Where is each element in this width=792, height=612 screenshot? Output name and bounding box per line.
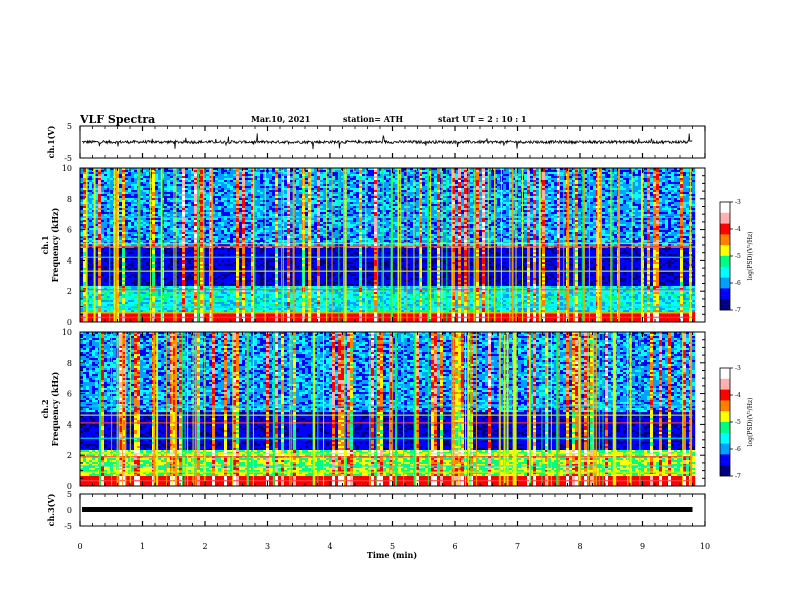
colorbar-tick-label: -6 (735, 280, 741, 287)
time-tick-label: 5 (390, 542, 395, 551)
colorbar-tick-label: -3 (735, 199, 741, 206)
ch1-waveform-ylabel: ch.1(V) (46, 125, 56, 158)
ch1-ytick-top: 5 (67, 122, 72, 131)
frequency-tick-label: 10 (62, 164, 72, 173)
ch3-waveform-ticks (79, 494, 706, 526)
ch1-spectrogram-image (80, 168, 696, 322)
ch1-colorbar: -3 -4 -5 -6 -7 log(PSD)(V²/Hz) (719, 199, 754, 314)
ch2-spectrogram-ylabel-channel: ch.2 (40, 399, 50, 418)
ch1-waveform-line (82, 133, 693, 150)
frequency-tick-label: 2 (67, 287, 72, 296)
ch1-ytick-bottom: -5 (64, 154, 72, 163)
ch2-spectrogram-image (80, 332, 696, 486)
time-tick-label: 7 (515, 542, 520, 551)
ch3-ytick-top: 5 (67, 490, 72, 499)
ch1-spectrogram-panel: 0 2 4 6 8 10 ch.1 Frequency (kHz) (40, 164, 706, 327)
time-tick-label: 1 (140, 542, 145, 551)
frequency-tick-label: 6 (67, 226, 72, 235)
time-tick-label: 0 (77, 542, 82, 551)
ch2-spectrogram-panel: 0 2 4 6 8 10 ch.2 Frequency (kHz) (40, 328, 706, 491)
colorbar-tick-label: -4 (735, 226, 741, 233)
ch2-colorbar: -3 -4 -5 -6 -7 log(PSD)(V²/Hz) (719, 365, 754, 480)
time-tick-label: 6 (452, 542, 457, 551)
time-tick-label: 2 (202, 542, 207, 551)
time-tick-label: 4 (327, 542, 332, 551)
ch3-ytick-mid: 0 (67, 506, 72, 515)
colorbar-tick-label: -5 (735, 253, 741, 260)
frequency-tick-label: 8 (67, 359, 72, 368)
time-axis: 0 1 2 3 4 5 6 7 8 9 10 (77, 542, 710, 551)
ch2-spectrogram-ylabel-frequency: Frequency (kHz) (50, 371, 60, 446)
figure-title: VLF Spectra (79, 113, 155, 126)
colorbar-tick-label: -5 (735, 419, 741, 426)
ch1-waveform-ticks (79, 126, 706, 158)
ch1-spectrogram-ylabel-channel: ch.1 (40, 235, 50, 254)
frequency-tick-label: 8 (67, 195, 72, 204)
ch2-spectrogram-yticks: 0 2 4 6 8 10 (62, 328, 705, 491)
frequency-tick-label: 2 (67, 451, 72, 460)
frequency-tick-label: 0 (67, 482, 72, 491)
ch1-spectrogram-ylabel-frequency: Frequency (kHz) (50, 207, 60, 282)
frequency-tick-label: 6 (67, 390, 72, 399)
colorbar-tick-label: -3 (735, 365, 741, 372)
colorbar-label: log(PSD)(V²/Hz) (747, 232, 754, 281)
ch3-waveform-ylabel: ch.3(V) (46, 493, 56, 526)
colorbar-tick-label: -6 (735, 446, 741, 453)
time-tick-label: 8 (577, 542, 582, 551)
ch1-spectrogram-yticks: 0 2 4 6 8 10 (62, 164, 705, 327)
frequency-tick-label: 10 (62, 328, 72, 337)
colorbar-tick-label: -4 (735, 392, 741, 399)
time-tick-label: 3 (265, 542, 270, 551)
frequency-tick-label: 4 (67, 256, 72, 265)
colorbar-tick-label: -7 (735, 473, 741, 480)
ch3-waveform-panel: 5 0 -5 ch.3(V) (46, 490, 706, 531)
start-time-label: start UT = 2 : 10 : 1 (438, 114, 527, 124)
frequency-tick-label: 4 (67, 420, 72, 429)
ch1-waveform-frame (79, 125, 706, 159)
station-label: station= ATH (343, 114, 403, 124)
ch3-waveform-line (82, 507, 693, 512)
ch1-spectrogram-xticks (79, 168, 706, 322)
ch3-ytick-bottom: -5 (64, 522, 72, 531)
ch2-spectrogram-xticks (79, 332, 706, 486)
date-label: Mar.10, 2021 (251, 114, 310, 124)
time-axis-label: Time (min) (367, 550, 417, 560)
ch1-waveform-panel: 5 -5 ch.1(V) (46, 122, 706, 163)
colorbar-tick-label: -7 (735, 307, 741, 314)
colorbar-label: log(PSD)(V²/Hz) (747, 398, 754, 447)
time-tick-label: 9 (640, 542, 645, 551)
frequency-tick-label: 0 (67, 318, 72, 327)
time-tick-label: 10 (700, 542, 710, 551)
